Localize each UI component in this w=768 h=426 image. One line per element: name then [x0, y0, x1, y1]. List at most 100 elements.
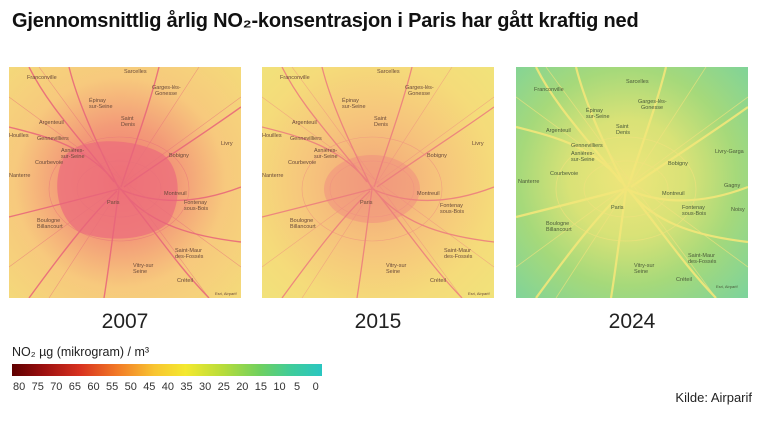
legend-tick: 0	[312, 381, 319, 393]
svg-text:Gonesse: Gonesse	[641, 105, 663, 111]
svg-text:sur-Seine: sur-Seine	[89, 104, 113, 110]
svg-text:des-Fossés: des-Fossés	[175, 254, 204, 260]
legend-tick: 20	[236, 381, 249, 393]
svg-text:Épinay: Épinay	[342, 97, 359, 104]
svg-text:sur-Seine: sur-Seine	[586, 114, 610, 120]
year-label-2007: 2007	[101, 310, 149, 333]
svg-text:Boulogne: Boulogne	[546, 221, 569, 227]
svg-text:Fontenay: Fontenay	[440, 203, 463, 209]
legend-tick: 30	[199, 381, 212, 393]
legend-tick: 10	[273, 381, 286, 393]
svg-text:Gennevilliers: Gennevilliers	[290, 136, 322, 142]
svg-text:des-Fossés: des-Fossés	[444, 254, 473, 260]
svg-text:Noisy: Noisy	[731, 207, 745, 213]
legend-tick: 45	[143, 381, 156, 393]
svg-text:Créteil: Créteil	[177, 278, 193, 284]
svg-text:Nanterre: Nanterre	[9, 173, 30, 179]
svg-text:des-Fossés: des-Fossés	[688, 259, 717, 265]
svg-text:Bobigny: Bobigny	[169, 153, 189, 159]
svg-text:Montreuil: Montreuil	[164, 191, 187, 197]
svg-text:Fontenay: Fontenay	[184, 200, 207, 206]
svg-text:Paris: Paris	[107, 200, 120, 206]
year-label-2015: 2015	[354, 310, 402, 333]
svg-text:Garges-lès-: Garges-lès-	[152, 85, 181, 91]
no2-map-2015: Franconville Sarcelles Garges-lès- Goness…	[262, 67, 494, 298]
svg-text:Gagny: Gagny	[724, 183, 740, 189]
legend-tick: 80	[13, 381, 26, 393]
svg-text:Courbevoie: Courbevoie	[288, 160, 316, 166]
svg-text:Saint-Maur: Saint-Maur	[444, 248, 471, 254]
svg-text:Bobigny: Bobigny	[427, 153, 447, 159]
svg-text:Asnières-: Asnières-	[61, 148, 84, 154]
svg-text:Épinay: Épinay	[89, 97, 106, 104]
source-credit: Kilde: Airparif	[675, 390, 752, 405]
svg-text:sous-Bois: sous-Bois	[184, 206, 208, 212]
svg-text:Seine: Seine	[634, 269, 648, 275]
svg-text:Esri, Airparif: Esri, Airparif	[716, 284, 738, 289]
svg-text:Vitry-sur: Vitry-sur	[133, 263, 154, 269]
svg-text:Argenteuil: Argenteuil	[546, 128, 571, 134]
svg-text:Nanterre: Nanterre	[518, 179, 539, 185]
svg-text:Houilles: Houilles	[262, 133, 282, 139]
svg-text:Saint-Maur: Saint-Maur	[175, 248, 202, 254]
svg-text:Saint: Saint	[374, 116, 387, 122]
svg-text:Billancourt: Billancourt	[546, 227, 572, 233]
svg-text:sur-Seine: sur-Seine	[61, 154, 85, 160]
svg-text:Gennevilliers: Gennevilliers	[37, 136, 69, 142]
svg-text:Courbevoie: Courbevoie	[35, 160, 63, 166]
year-label-2024: 2024	[608, 310, 656, 333]
svg-text:Bobigny: Bobigny	[668, 161, 688, 167]
legend-tick: 75	[31, 381, 44, 393]
legend-tick: 35	[180, 381, 193, 393]
svg-text:Paris: Paris	[611, 205, 624, 211]
svg-text:Saint: Saint	[121, 116, 134, 122]
svg-text:Franconville: Franconville	[280, 75, 310, 81]
svg-text:sous-Bois: sous-Bois	[440, 209, 464, 215]
svg-text:sur-Seine: sur-Seine	[342, 104, 366, 110]
svg-text:Boulogne: Boulogne	[290, 218, 313, 224]
svg-text:Livry: Livry	[221, 141, 233, 147]
legend-tick: 40	[161, 381, 175, 393]
svg-text:Sarcelles: Sarcelles	[626, 79, 649, 85]
svg-text:sous-Bois: sous-Bois	[682, 211, 706, 217]
svg-text:Montreuil: Montreuil	[662, 191, 685, 197]
svg-text:Asnières-: Asnières-	[314, 148, 337, 154]
svg-text:Esri, Airparif: Esri, Airparif	[468, 291, 490, 296]
svg-text:Montreuil: Montreuil	[417, 191, 440, 197]
svg-text:Livry: Livry	[472, 141, 484, 147]
svg-text:Nanterre: Nanterre	[262, 173, 283, 179]
svg-text:Houilles: Houilles	[9, 133, 29, 139]
svg-text:Créteil: Créteil	[676, 277, 692, 283]
svg-text:Esri, Airparif: Esri, Airparif	[215, 291, 237, 296]
legend-tick: 55	[106, 381, 119, 393]
no2-map-2024: Franconville Sarcelles Garges-lès- Goness…	[516, 67, 748, 298]
legend-tick: 50	[124, 381, 137, 393]
svg-text:Denis: Denis	[616, 130, 630, 136]
svg-text:Gennevilliers: Gennevilliers	[571, 143, 603, 149]
svg-text:Argenteuil: Argenteuil	[39, 120, 64, 126]
svg-text:Sarcelles: Sarcelles	[124, 69, 147, 75]
svg-text:Épinay: Épinay	[586, 107, 603, 114]
svg-text:Billancourt: Billancourt	[37, 224, 63, 230]
svg-text:Gonesse: Gonesse	[155, 91, 177, 97]
svg-text:Franconville: Franconville	[534, 87, 564, 93]
svg-text:Franconville: Franconville	[27, 75, 57, 81]
no2-map-2007: Franconville Sarcelles Garges-lès- Goness…	[9, 67, 241, 298]
legend-tick: 70	[50, 381, 63, 393]
svg-text:Sarcelles: Sarcelles	[377, 69, 400, 75]
svg-text:Saint-Maur: Saint-Maur	[688, 253, 715, 259]
legend-tick: 25	[217, 381, 230, 393]
svg-text:Vitry-sur: Vitry-sur	[386, 263, 407, 269]
svg-text:Fontenay: Fontenay	[682, 205, 705, 211]
legend-tick: 5	[294, 381, 301, 393]
svg-text:Denis: Denis	[374, 122, 388, 128]
svg-text:Billancourt: Billancourt	[290, 224, 316, 230]
svg-text:Denis: Denis	[121, 122, 135, 128]
svg-text:Saint: Saint	[616, 124, 629, 130]
svg-text:Créteil: Créteil	[430, 278, 446, 284]
legend-color-scale	[12, 364, 322, 376]
svg-text:Asnières-: Asnières-	[571, 151, 594, 157]
svg-text:Garges-lès-: Garges-lès-	[638, 99, 667, 105]
svg-text:Vitry-sur: Vitry-sur	[634, 263, 655, 269]
svg-text:Argenteuil: Argenteuil	[292, 120, 317, 126]
